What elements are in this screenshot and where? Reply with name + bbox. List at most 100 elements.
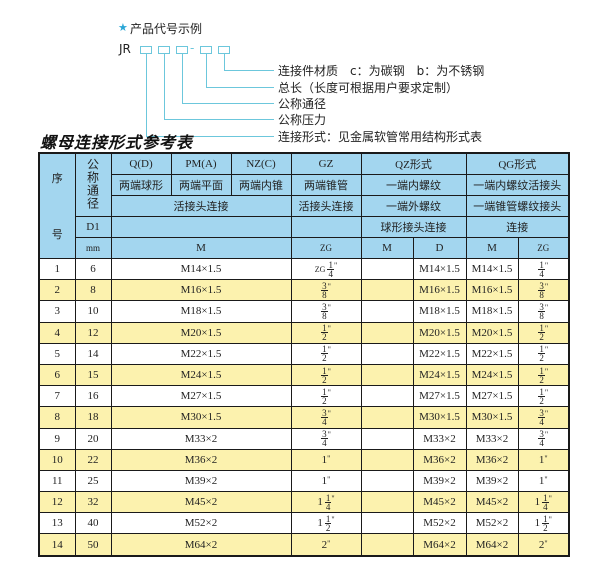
row-m: M24×1.5 [110, 363, 292, 387]
legend-title: 产品代号示例 [130, 22, 203, 36]
row-zg: 1" [290, 469, 362, 493]
row-no: 8 [38, 406, 76, 429]
row-m: M52×2 [110, 512, 292, 535]
row-zg: 2" [290, 533, 362, 557]
row-qz-d: M20×1.5 [412, 321, 467, 344]
header-unit: ZG [290, 237, 362, 259]
table-row: 2 8 M16×1.5 3 8 " M16×1.5 M16×1.5 3 8 " [38, 279, 570, 302]
row-qz-m [360, 300, 414, 323]
row-qz-m [360, 406, 414, 429]
row-qg-zg: 1 2 " [517, 342, 570, 365]
code-box-3 [176, 46, 188, 54]
row-m: M30×1.5 [110, 406, 292, 429]
row-qg-m: M24×1.5 [465, 363, 519, 387]
row-qz-m [360, 491, 414, 514]
row-zg: ZG 1 4 " [290, 257, 362, 281]
row-d1: 25 [74, 469, 112, 493]
row-qz-d: M24×1.5 [412, 363, 467, 387]
row-qg-zg: 1" [517, 469, 570, 493]
table-row: 3 10 M18×1.5 3 8 " M18×1.5 M18×1.5 3 8 " [38, 300, 570, 323]
row-qg-m: M39×2 [465, 469, 519, 493]
row-no: 14 [38, 533, 76, 557]
row-d1: 50 [74, 533, 112, 557]
row-zg: 3 4 " [290, 406, 362, 429]
row-no: 13 [38, 512, 76, 535]
row-qz-d: M14×1.5 [412, 257, 467, 281]
row-d1: 10 [74, 300, 112, 323]
row-m: M39×2 [110, 469, 292, 493]
row-m: M36×2 [110, 448, 292, 471]
row-m: M64×2 [110, 533, 292, 557]
row-qz-m [360, 279, 414, 302]
legend-label-material: 连接件材质 c：为碳钢 b：为不锈钢 [278, 64, 485, 78]
row-qg-zg: 3 4 " [517, 427, 570, 450]
header-desc: 一端内螺纹 [360, 174, 467, 196]
row-d1: 20 [74, 427, 112, 450]
row-qg-zg: 1 1 2 " [517, 512, 570, 535]
row-qz-m [360, 385, 414, 408]
table-row: 4 12 M20×1.5 1 2 " M20×1.5 M20×1.5 1 2 " [38, 321, 570, 344]
code-box-5 [218, 46, 230, 54]
row-m: M16×1.5 [110, 279, 292, 302]
table-row: 1 6 M14×1.5 ZG 1 4 " M14×1.5 M14×1.5 1 4 " [38, 257, 570, 281]
code-prefix: JR [119, 42, 131, 56]
header-unit: M [110, 237, 292, 259]
row-no: 6 [38, 363, 76, 387]
code-box-2 [158, 46, 170, 54]
row-qz-d: M52×2 [412, 512, 467, 535]
row-d1: 22 [74, 448, 112, 471]
table-row: 11 25 M39×2 1" M39×2 M39×2 1" [38, 469, 570, 493]
header-desc: 一端外螺纹 [360, 195, 467, 217]
header-type: PM(A) [170, 152, 232, 175]
table-row: 9 20 M33×2 3 4 " M33×2 M33×2 3 4 " [38, 427, 570, 450]
row-qg-m: M22×1.5 [465, 342, 519, 365]
row-qg-m: M45×2 [465, 491, 519, 514]
row-qg-m: M16×1.5 [465, 279, 519, 302]
row-qg-zg: 1 1 4 " [517, 491, 570, 514]
header-type: Q(D) [110, 152, 172, 175]
header-mm: mm [74, 237, 112, 259]
row-zg: 1 2 " [290, 321, 362, 344]
row-no: 11 [38, 469, 76, 493]
row-qz-m [360, 342, 414, 365]
row-qg-zg: 1 2 " [517, 385, 570, 408]
row-no: 1 [38, 257, 76, 281]
header-desc: 两端平面 [170, 174, 232, 196]
row-zg: 1" [290, 448, 362, 471]
row-m: M14×1.5 [110, 257, 292, 281]
header-unit: M [360, 237, 414, 259]
header-unit: D [412, 237, 467, 259]
row-qz-d: M22×1.5 [412, 342, 467, 365]
nut-connection-table: 序号 公称通径 Q(D) PM(A) NZ(C) GZ QZ形式 QG形式 两端… [38, 152, 571, 557]
row-m: M18×1.5 [110, 300, 292, 323]
row-qg-m: M64×2 [465, 533, 519, 557]
row-qz-d: M18×1.5 [412, 300, 467, 323]
row-m: M33×2 [110, 427, 292, 450]
table-row: 13 40 M52×2 1 1 2 " M52×2 M52×2 1 1 2 " [38, 512, 570, 535]
row-qg-zg: 1 4 " [517, 257, 570, 281]
row-d1: 18 [74, 406, 112, 429]
table-row: 8 18 M30×1.5 3 4 " M30×1.5 M30×1.5 3 4 " [38, 406, 570, 429]
row-qz-m [360, 257, 414, 281]
header-unit: ZG [517, 237, 570, 259]
row-qz-d: M27×1.5 [412, 385, 467, 408]
code-dash: - [190, 41, 195, 55]
row-no: 3 [38, 300, 76, 323]
row-qz-d: M45×2 [412, 491, 467, 514]
row-qz-m [360, 427, 414, 450]
row-no: 5 [38, 342, 76, 365]
header-type: QG形式 [465, 152, 570, 175]
row-m: M27×1.5 [110, 385, 292, 408]
row-d1: 12 [74, 321, 112, 344]
header-desc: 一端锥管螺纹接头 [465, 195, 570, 217]
row-qg-m: M14×1.5 [465, 257, 519, 281]
row-m: M22×1.5 [110, 342, 292, 365]
header-d1: D1 [74, 216, 112, 238]
row-qg-zg: 3 8 " [517, 300, 570, 323]
row-qg-zg: 1 2 " [517, 363, 570, 387]
row-zg: 1 1 2 " [290, 512, 362, 535]
header-unit: M [465, 237, 519, 259]
row-zg: 3 8 " [290, 279, 362, 302]
legend-label-diameter: 公称通径 [278, 97, 327, 111]
row-zg: 3 8 " [290, 300, 362, 323]
